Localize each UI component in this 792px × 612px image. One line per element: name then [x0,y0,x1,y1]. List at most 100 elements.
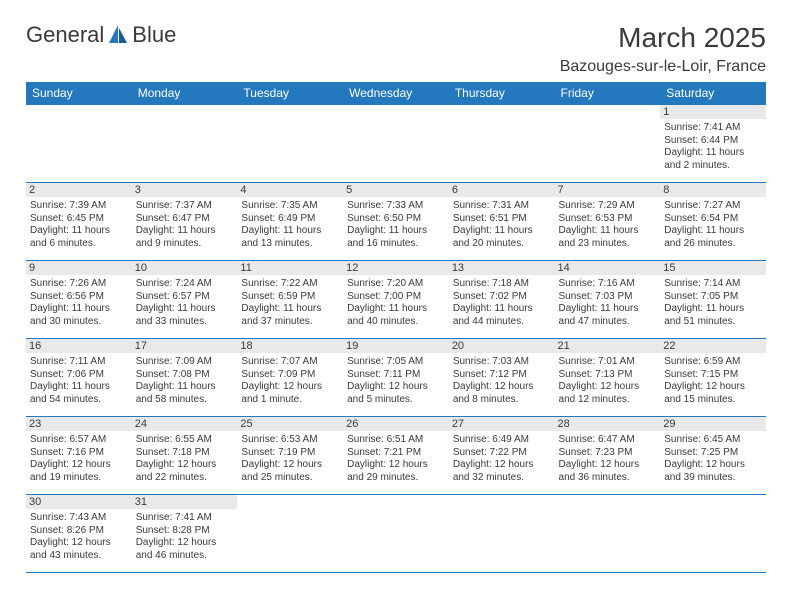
daylight-text: Daylight: 12 hours [347,459,445,472]
calendar-day-cell [449,105,555,183]
sunrise-text: Sunrise: 6:49 AM [453,434,551,447]
day-number: 4 [237,183,343,197]
daylight-text: Daylight: 11 hours [559,303,657,316]
daylight-text: and 39 minutes. [664,472,762,485]
sunrise-text: Sunrise: 6:47 AM [559,434,657,447]
daylight-text: Daylight: 12 hours [347,381,445,394]
calendar-day-cell: 25Sunrise: 6:53 AMSunset: 7:19 PMDayligh… [237,417,343,495]
calendar-day-cell: 18 Sunrise: 7:07 AMSunset: 7:09 PMDayligh… [237,339,343,417]
sunrise-text: Sunrise: 7:33 AM [347,200,445,213]
daylight-text: Daylight: 11 hours [664,303,762,316]
sunrise-text: Sunrise: 7:24 AM [136,278,234,291]
day-header: Sunday [26,82,132,105]
sunrise-text: Sunrise: 7:05 AM [347,356,445,369]
daylight-text: and 32 minutes. [453,472,551,485]
daylight-text: Daylight: 11 hours [136,225,234,238]
sunset-text: Sunset: 7:08 PM [136,369,234,382]
sunrise-text: Sunrise: 6:59 AM [664,356,762,369]
day-number: 31 [132,495,238,509]
sunset-text: Sunset: 7:13 PM [559,369,657,382]
daylight-text: and 12 minutes. [559,394,657,407]
day-number: 24 [132,417,238,431]
day-number: 2 [26,183,132,197]
day-number: 7 [555,183,661,197]
daylight-text: and 19 minutes. [30,472,128,485]
sunset-text: Sunset: 7:02 PM [453,291,551,304]
calendar-week-row: 9Sunrise: 7:26 AMSunset: 6:56 PMDaylight… [26,261,766,339]
calendar-day-cell [555,495,661,573]
day-number: 13 [449,261,555,275]
daylight-text: and 1 minute. [241,394,339,407]
day-header: Thursday [449,82,555,105]
sunset-text: Sunset: 7:09 PM [241,369,339,382]
daylight-text: Daylight: 12 hours [241,459,339,472]
daylight-text: Daylight: 11 hours [30,225,128,238]
sunset-text: Sunset: 6:50 PM [347,213,445,226]
title-block: March 2025 Bazouges-sur-le-Loir, France [560,22,766,76]
location-text: Bazouges-sur-le-Loir, France [560,58,766,76]
sunrise-text: Sunrise: 7:11 AM [30,356,128,369]
sunrise-text: Sunrise: 7:14 AM [664,278,762,291]
daylight-text: and 22 minutes. [136,472,234,485]
sunset-text: Sunset: 7:03 PM [559,291,657,304]
calendar-day-cell: 8Sunrise: 7:27 AMSunset: 6:54 PMDaylight… [660,183,766,261]
sunrise-text: Sunrise: 7:20 AM [347,278,445,291]
daylight-text: and 44 minutes. [453,316,551,329]
sunset-text: Sunset: 7:06 PM [30,369,128,382]
daylight-text: and 2 minutes. [664,160,762,173]
day-number: 28 [555,417,661,431]
daylight-text: and 13 minutes. [241,238,339,251]
calendar-day-cell: 27Sunrise: 6:49 AMSunset: 7:22 PMDayligh… [449,417,555,495]
daylight-text: Daylight: 12 hours [136,459,234,472]
daylight-text: Daylight: 12 hours [559,381,657,394]
sunrise-text: Sunrise: 7:41 AM [136,512,234,525]
calendar-day-cell: 28Sunrise: 6:47 AMSunset: 7:23 PMDayligh… [555,417,661,495]
daylight-text: Daylight: 12 hours [136,537,234,550]
daylight-text: Daylight: 11 hours [664,147,762,160]
calendar-day-cell: 11Sunrise: 7:22 AMSunset: 6:59 PMDayligh… [237,261,343,339]
sunrise-text: Sunrise: 7:18 AM [453,278,551,291]
sunrise-text: Sunrise: 7:39 AM [30,200,128,213]
calendar-day-cell: 26Sunrise: 6:51 AMSunset: 7:21 PMDayligh… [343,417,449,495]
daylight-text: Daylight: 11 hours [136,381,234,394]
calendar-day-cell: 17 Sunrise: 7:09 AMSunset: 7:08 PMDayligh… [132,339,238,417]
month-title: March 2025 [560,22,766,54]
sunset-text: Sunset: 7:05 PM [664,291,762,304]
sunrise-text: Sunrise: 6:55 AM [136,434,234,447]
calendar-week-row: 30Sunrise: 7:43 AMSunset: 8:26 PMDayligh… [26,495,766,573]
calendar-day-cell: 1Sunrise: 7:41 AMSunset: 6:44 PMDaylight… [660,105,766,183]
calendar-day-cell: 10Sunrise: 7:24 AMSunset: 6:57 PMDayligh… [132,261,238,339]
day-number: 5 [343,183,449,197]
sunset-text: Sunset: 7:15 PM [664,369,762,382]
calendar-week-row: 23Sunrise: 6:57 AMSunset: 7:16 PMDayligh… [26,417,766,495]
sunrise-text: Sunrise: 7:07 AM [241,356,339,369]
calendar-day-cell: 5Sunrise: 7:33 AMSunset: 6:50 PMDaylight… [343,183,449,261]
daylight-text: and 54 minutes. [30,394,128,407]
sunset-text: Sunset: 7:21 PM [347,447,445,460]
sunset-text: Sunset: 6:53 PM [559,213,657,226]
calendar-day-cell: 2Sunrise: 7:39 AMSunset: 6:45 PMDaylight… [26,183,132,261]
sunrise-text: Sunrise: 7:09 AM [136,356,234,369]
day-number: 17 [132,339,238,353]
brand-name-2: Blue [132,22,176,48]
calendar-week-row: 16 Sunrise: 7:11 AMSunset: 7:06 PM Dayligh… [26,339,766,417]
daylight-text: Daylight: 11 hours [664,225,762,238]
day-header: Saturday [660,82,766,105]
sunrise-text: Sunrise: 7:31 AM [453,200,551,213]
day-number: 26 [343,417,449,431]
calendar-day-cell [132,105,238,183]
day-number: 23 [26,417,132,431]
calendar-day-cell: 21Sunrise: 7:01 AMSunset: 7:13 PMDayligh… [555,339,661,417]
daylight-text: Daylight: 12 hours [30,459,128,472]
day-number: 16 [26,339,132,353]
sunrise-text: Sunrise: 6:53 AM [241,434,339,447]
daylight-text: Daylight: 11 hours [559,225,657,238]
day-number: 19 [343,339,449,353]
day-header: Wednesday [343,82,449,105]
sunset-text: Sunset: 8:26 PM [30,525,128,538]
daylight-text: Daylight: 12 hours [241,381,339,394]
daylight-text: and 8 minutes. [453,394,551,407]
day-number: 18 [237,339,343,353]
daylight-text: Daylight: 11 hours [453,303,551,316]
sunset-text: Sunset: 7:12 PM [453,369,551,382]
